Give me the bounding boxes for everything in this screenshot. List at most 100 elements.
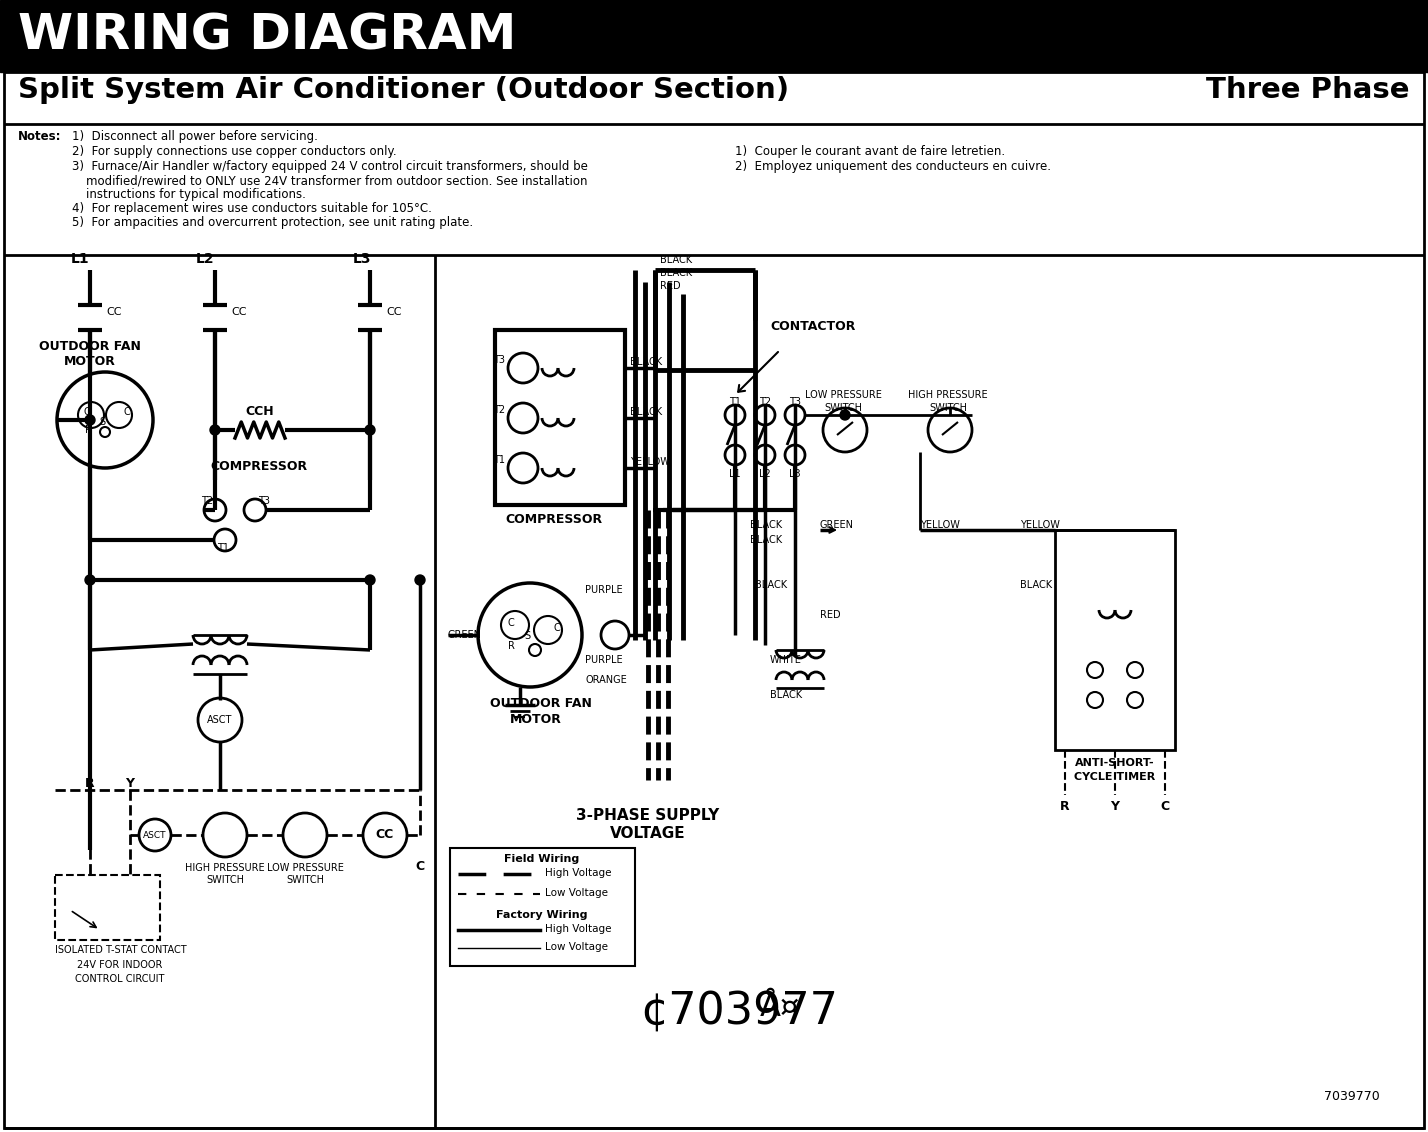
Text: L2: L2 — [196, 252, 214, 266]
Text: C: C — [1161, 800, 1170, 813]
Text: L3: L3 — [353, 252, 371, 266]
Text: Split System Air Conditioner (Outdoor Section): Split System Air Conditioner (Outdoor Se… — [19, 76, 790, 104]
Circle shape — [1127, 692, 1142, 708]
Text: YELLOW: YELLOW — [630, 457, 670, 468]
Text: WHITE: WHITE — [770, 655, 803, 664]
Text: HIGH PRESSURE: HIGH PRESSURE — [908, 391, 988, 400]
Text: CONTACTOR: CONTACTOR — [770, 320, 855, 333]
Text: 2)  Employez uniquement des conducteurs en cuivre.: 2) Employez uniquement des conducteurs e… — [735, 160, 1051, 173]
Text: T1: T1 — [730, 397, 741, 408]
Text: T2: T2 — [493, 405, 506, 415]
Circle shape — [86, 415, 96, 424]
Text: Y: Y — [1111, 800, 1120, 813]
Text: BLACK: BLACK — [630, 408, 663, 417]
Circle shape — [508, 353, 538, 383]
Text: CYCLE TIMER: CYCLE TIMER — [1074, 772, 1155, 782]
Text: BLACK: BLACK — [750, 520, 783, 530]
Circle shape — [508, 453, 538, 483]
Text: GREEN: GREEN — [820, 520, 854, 530]
Text: CC: CC — [376, 829, 394, 841]
Text: L1: L1 — [730, 469, 741, 479]
Circle shape — [928, 408, 972, 452]
Text: MOTOR: MOTOR — [510, 713, 561, 726]
Text: BLACK: BLACK — [630, 357, 663, 367]
Circle shape — [1127, 662, 1142, 678]
Circle shape — [755, 445, 775, 465]
Text: R: R — [1060, 800, 1070, 813]
Circle shape — [363, 813, 407, 857]
Text: 5)  For ampacities and overcurrent protection, see unit rating plate.: 5) For ampacities and overcurrent protec… — [71, 216, 473, 229]
Text: OUTDOOR FAN: OUTDOOR FAN — [490, 697, 591, 710]
Circle shape — [366, 424, 376, 435]
Text: C: C — [124, 408, 131, 417]
Bar — [1055, 530, 1175, 751]
Text: 3-PHASE SUPPLY: 3-PHASE SUPPLY — [577, 808, 720, 823]
Text: LOW PRESSURE: LOW PRESSURE — [804, 391, 881, 400]
Circle shape — [1087, 662, 1102, 678]
Text: 3)  Furnace/Air Handler w/factory equipped 24 V control circuit transformers, sh: 3) Furnace/Air Handler w/factory equippe… — [71, 160, 588, 173]
Circle shape — [214, 529, 236, 551]
Text: SWITCH: SWITCH — [930, 403, 967, 413]
Text: T1: T1 — [217, 543, 228, 554]
Text: RED: RED — [820, 610, 841, 620]
Text: Factory Wiring: Factory Wiring — [497, 910, 588, 920]
Text: VOLTAGE: VOLTAGE — [610, 826, 685, 841]
Circle shape — [823, 408, 867, 452]
Circle shape — [840, 410, 850, 420]
Circle shape — [244, 499, 266, 521]
Text: SWITCH: SWITCH — [824, 403, 863, 413]
Text: Three Phase: Three Phase — [1207, 76, 1409, 104]
Text: PURPLE: PURPLE — [585, 585, 623, 595]
Text: T1: T1 — [493, 455, 506, 465]
Text: C: C — [416, 860, 424, 873]
Bar — [450, 848, 635, 966]
Text: SWITCH: SWITCH — [206, 875, 244, 885]
Text: BLACK: BLACK — [660, 255, 693, 265]
Circle shape — [785, 405, 805, 424]
Text: R: R — [86, 424, 91, 435]
Bar — [56, 875, 160, 940]
Circle shape — [1087, 692, 1102, 708]
Text: 1)  Couper le courant avant de faire letretien.: 1) Couper le courant avant de faire letr… — [735, 145, 1005, 158]
Text: BLACK: BLACK — [1020, 580, 1052, 590]
Text: R: R — [86, 777, 94, 790]
Circle shape — [508, 403, 538, 434]
Text: S: S — [524, 631, 530, 641]
Text: OUTDOOR FAN: OUTDOOR FAN — [39, 340, 141, 353]
Text: 24V FOR INDOOR: 24V FOR INDOOR — [77, 960, 163, 970]
Circle shape — [725, 445, 745, 465]
Text: L2: L2 — [760, 469, 771, 479]
Text: T3: T3 — [790, 397, 801, 408]
Circle shape — [601, 621, 628, 649]
Text: COMPRESSOR: COMPRESSOR — [210, 460, 307, 473]
Text: Low Voltage: Low Voltage — [545, 942, 608, 952]
Text: T3: T3 — [258, 496, 270, 506]
Circle shape — [79, 402, 104, 428]
Circle shape — [416, 575, 426, 585]
Text: RED: RED — [660, 281, 681, 291]
Text: High Voltage: High Voltage — [545, 924, 611, 934]
Text: C: C — [553, 623, 560, 633]
Circle shape — [534, 616, 563, 644]
Text: L3: L3 — [790, 469, 801, 479]
Text: BLACK: BLACK — [770, 691, 803, 700]
Circle shape — [106, 402, 131, 428]
Circle shape — [366, 575, 376, 585]
Text: ¢703977: ¢703977 — [640, 990, 838, 1034]
Text: C: C — [83, 408, 90, 417]
Text: MOTOR: MOTOR — [64, 355, 116, 368]
Text: CC: CC — [106, 307, 121, 317]
Text: HIGH PRESSURE: HIGH PRESSURE — [186, 863, 264, 873]
Text: 1)  Disconnect all power before servicing.: 1) Disconnect all power before servicing… — [71, 130, 318, 143]
Text: CC: CC — [231, 307, 247, 317]
Text: Field Wiring: Field Wiring — [504, 854, 580, 864]
Circle shape — [86, 575, 96, 585]
Circle shape — [501, 611, 528, 638]
Text: BLACK: BLACK — [755, 580, 787, 590]
Text: instructions for typical modifications.: instructions for typical modifications. — [86, 188, 306, 201]
Text: ISOLATED T-STAT CONTACT: ISOLATED T-STAT CONTACT — [56, 945, 187, 955]
Text: 2)  For supply connections use copper conductors only.: 2) For supply connections use copper con… — [71, 145, 397, 158]
Text: Y: Y — [126, 777, 134, 790]
Bar — [496, 331, 625, 505]
Circle shape — [57, 372, 153, 468]
